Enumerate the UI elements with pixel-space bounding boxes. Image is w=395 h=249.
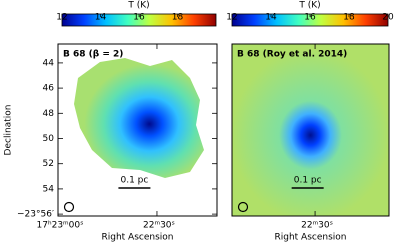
x-tick-label: 17ʰ23ᵐ00ˢ — [37, 221, 84, 231]
beam — [237, 201, 249, 213]
y-tick-label: 48 — [43, 109, 55, 119]
beam — [63, 201, 75, 213]
colorbar-tick-label: 12 — [226, 13, 237, 23]
colorbar-tick-label: 18 — [343, 13, 355, 23]
y-tick-label: −23°56′ — [17, 210, 54, 220]
y-axis-label: Declination — [4, 105, 14, 156]
colorbar-tick-label: 16 — [304, 13, 316, 23]
colorbar-tick-label: 14 — [265, 13, 277, 23]
x-axis-label: Right Ascension — [102, 233, 174, 243]
colorbar-tick-label: 16 — [133, 13, 145, 23]
scale-label: 0.1 pc — [120, 176, 148, 186]
colorbar-tick-label: 18 — [172, 13, 184, 23]
y-tick-label: 44 — [43, 58, 55, 68]
y-tick-label: 52 — [43, 159, 54, 169]
colorbar-tick-label: 14 — [95, 13, 107, 23]
map-image — [74, 44, 389, 216]
y-tick-label: 50 — [43, 134, 55, 144]
x-axis-label: Right Ascension — [275, 233, 347, 243]
colorbar-label: T (K) — [298, 1, 320, 11]
colorbar-tick-label: 12 — [56, 13, 67, 23]
y-tick-label: 46 — [43, 84, 55, 94]
x-tick-label: 22ᵐ30ˢ — [301, 221, 333, 231]
colorbar-label: T (K) — [127, 1, 149, 11]
annotation: B 68 (Roy et al. 2014) — [237, 50, 347, 60]
x-tick-label: 22ᵐ30ˢ — [143, 221, 175, 231]
colorbar-tick-label: 20 — [382, 13, 394, 23]
map-frame — [57, 43, 218, 217]
map-frame — [231, 43, 390, 217]
y-tick-label: 54 — [43, 184, 55, 194]
annotation: B 68 (β = 2) — [63, 50, 123, 60]
scale-label: 0.1 pc — [294, 176, 322, 186]
